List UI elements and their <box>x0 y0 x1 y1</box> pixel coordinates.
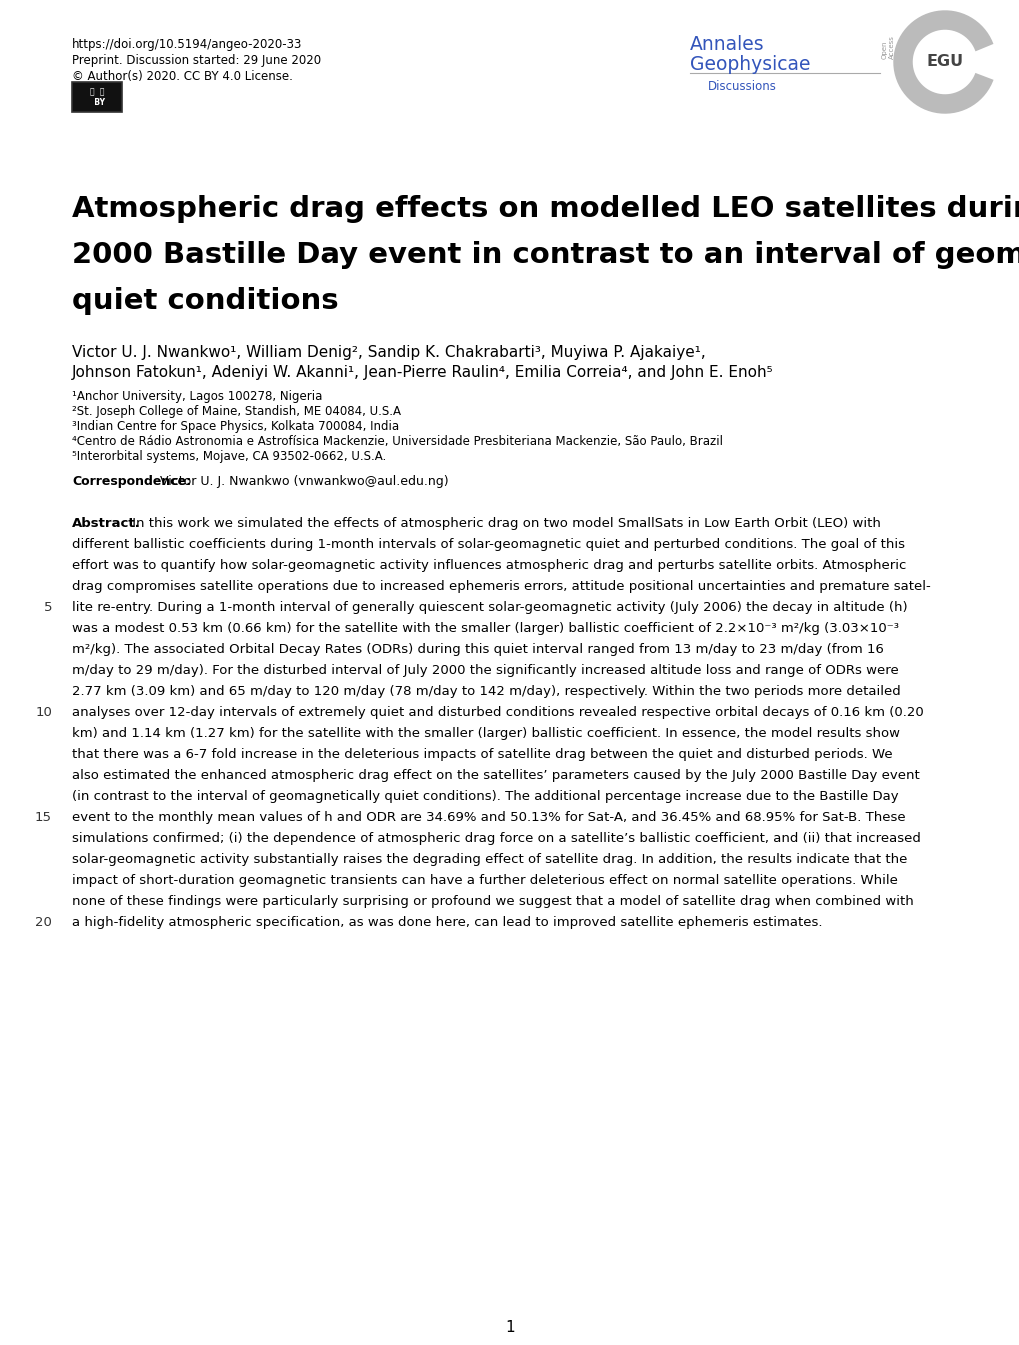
Text: ⁵Interorbital systems, Mojave, CA 93502-0662, U.S.A.: ⁵Interorbital systems, Mojave, CA 93502-… <box>72 451 386 463</box>
Text: m²/kg). The associated Orbital Decay Rates (ODRs) during this quiet interval ran: m²/kg). The associated Orbital Decay Rat… <box>72 643 883 656</box>
Text: Abstract.: Abstract. <box>72 516 141 530</box>
Text: In this work we simulated the effects of atmospheric drag on two model SmallSats: In this work we simulated the effects of… <box>127 516 880 530</box>
Text: Open
Access: Open Access <box>881 35 894 59</box>
Text: also estimated the enhanced atmospheric drag effect on the satellites’ parameter: also estimated the enhanced atmospheric … <box>72 769 919 781</box>
Text: that there was a 6-7 fold increase in the deleterious impacts of satellite drag : that there was a 6-7 fold increase in th… <box>72 748 892 761</box>
Text: 15: 15 <box>35 811 52 824</box>
Text: analyses over 12-day intervals of extremely quiet and disturbed conditions revea: analyses over 12-day intervals of extrem… <box>72 706 923 720</box>
Text: 2000 Bastille Day event in contrast to an interval of geomagnetically: 2000 Bastille Day event in contrast to a… <box>72 241 1019 269</box>
Text: effort was to quantify how solar-geomagnetic activity influences atmospheric dra: effort was to quantify how solar-geomagn… <box>72 560 906 572</box>
Text: ⓒ  ⓘ
  BY: ⓒ ⓘ BY <box>89 87 105 106</box>
Text: a high-fidelity atmospheric specification, as was done here, can lead to improve: a high-fidelity atmospheric specificatio… <box>72 916 821 929</box>
Text: 1: 1 <box>504 1319 515 1336</box>
Text: impact of short-duration geomagnetic transients can have a further deleterious e: impact of short-duration geomagnetic tra… <box>72 874 897 886</box>
Text: Preprint. Discussion started: 29 June 2020: Preprint. Discussion started: 29 June 20… <box>72 54 321 67</box>
Text: Geophysicae: Geophysicae <box>689 55 810 74</box>
Text: m/day to 29 m/day). For the disturbed interval of July 2000 the significantly in: m/day to 29 m/day). For the disturbed in… <box>72 664 898 677</box>
Text: none of these findings were particularly surprising or profound we suggest that : none of these findings were particularly… <box>72 894 913 908</box>
Text: lite re-entry. During a 1-month interval of generally quiescent solar-geomagneti: lite re-entry. During a 1-month interval… <box>72 601 907 615</box>
Text: 2.77 km (3.09 km) and 65 m/day to 120 m/day (78 m/day to 142 m/day), respectivel: 2.77 km (3.09 km) and 65 m/day to 120 m/… <box>72 685 900 698</box>
Text: km) and 1.14 km (1.27 km) for the satellite with the smaller (larger) ballistic : km) and 1.14 km (1.27 km) for the satell… <box>72 728 899 740</box>
Text: (in contrast to the interval of geomagnetically quiet conditions). The additiona: (in contrast to the interval of geomagne… <box>72 790 898 803</box>
Text: Victor U. J. Nwankwo (vnwankwo@aul.edu.ng): Victor U. J. Nwankwo (vnwankwo@aul.edu.n… <box>160 475 448 488</box>
Text: EGU: EGU <box>925 55 963 70</box>
Text: Correspondence:: Correspondence: <box>72 475 191 488</box>
Text: ⁴Centro de Rádio Astronomia e Astrofísica Mackenzie, Universidade Presbiteriana : ⁴Centro de Rádio Astronomia e Astrofísic… <box>72 434 722 448</box>
Text: solar-geomagnetic activity substantially raises the degrading effect of satellit: solar-geomagnetic activity substantially… <box>72 853 907 866</box>
Text: ¹Anchor University, Lagos 100278, Nigeria: ¹Anchor University, Lagos 100278, Nigeri… <box>72 390 322 403</box>
Text: Johnson Fatokun¹, Adeniyi W. Akanni¹, Jean-Pierre Raulin⁴, Emilia Correia⁴, and : Johnson Fatokun¹, Adeniyi W. Akanni¹, Je… <box>72 364 772 381</box>
Text: event to the monthly mean values of h and ODR are 34.69% and 50.13% for Sat-A, a: event to the monthly mean values of h an… <box>72 811 905 824</box>
Text: 20: 20 <box>35 916 52 929</box>
Text: https://doi.org/10.5194/angeo-2020-33: https://doi.org/10.5194/angeo-2020-33 <box>72 38 302 51</box>
Text: Victor U. J. Nwankwo¹, William Denig², Sandip K. Chakrabarti³, Muyiwa P. Ajakaiy: Victor U. J. Nwankwo¹, William Denig², S… <box>72 346 705 360</box>
Text: Discussions: Discussions <box>707 79 776 93</box>
FancyBboxPatch shape <box>72 82 122 112</box>
Text: 5: 5 <box>44 601 52 615</box>
Text: 10: 10 <box>35 706 52 720</box>
Text: Annales: Annales <box>689 35 764 54</box>
Text: ³Indian Centre for Space Physics, Kolkata 700084, India: ³Indian Centre for Space Physics, Kolkat… <box>72 420 398 433</box>
Text: simulations confirmed; (i) the dependence of atmospheric drag force on a satelli: simulations confirmed; (i) the dependenc… <box>72 833 920 845</box>
Text: ²St. Joseph College of Maine, Standish, ME 04084, U.S.A: ²St. Joseph College of Maine, Standish, … <box>72 405 400 418</box>
Text: was a modest 0.53 km (0.66 km) for the satellite with the smaller (larger) balli: was a modest 0.53 km (0.66 km) for the s… <box>72 621 898 635</box>
Text: quiet conditions: quiet conditions <box>72 286 338 315</box>
Text: different ballistic coefficients during 1-month intervals of solar-geomagnetic q: different ballistic coefficients during … <box>72 538 904 551</box>
Text: drag compromises satellite operations due to increased ephemeris errors, attitud: drag compromises satellite operations du… <box>72 580 930 593</box>
Text: © Author(s) 2020. CC BY 4.0 License.: © Author(s) 2020. CC BY 4.0 License. <box>72 70 292 83</box>
Text: Atmospheric drag effects on modelled LEO satellites during the July: Atmospheric drag effects on modelled LEO… <box>72 195 1019 223</box>
